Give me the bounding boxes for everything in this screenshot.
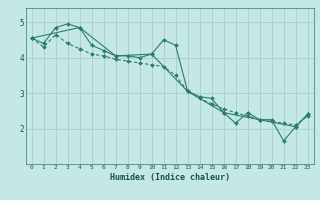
X-axis label: Humidex (Indice chaleur): Humidex (Indice chaleur) [109,173,230,182]
